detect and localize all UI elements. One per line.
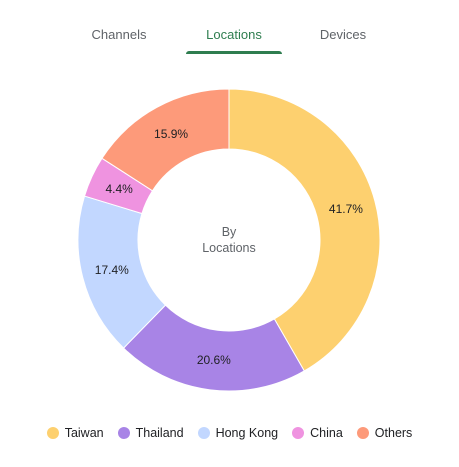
legend-swatch [197, 427, 210, 439]
tab-bar: Channels Locations Devices [0, 0, 459, 56]
tab-underline [186, 51, 282, 54]
legend-item-thailand[interactable]: Thailand [117, 426, 184, 440]
slice-label-thailand: 20.6% [197, 353, 231, 367]
tab-devices-label: Devices [319, 27, 367, 42]
tab-locations[interactable]: Locations [186, 26, 282, 56]
donut-slice-labels: 41.7% 20.6% 17.4% 4.4% 15.9% [95, 127, 363, 367]
center-label-line2: Locations [202, 241, 256, 255]
legend-swatch [356, 427, 369, 439]
legend-label: Others [374, 426, 413, 440]
donut-slices [77, 88, 381, 392]
slice-label-hong-kong: 17.4% [95, 263, 129, 277]
legend-label: China [310, 426, 343, 440]
slice-others[interactable] [101, 88, 230, 192]
legend-swatch [292, 427, 305, 439]
slice-label-taiwan: 41.7% [329, 202, 363, 216]
legend-label: Taiwan [64, 426, 104, 440]
legend-label: Hong Kong [215, 426, 279, 440]
tab-locations-label: Locations [206, 27, 262, 42]
tab-channels-label: Channels [91, 27, 147, 42]
slice-taiwan[interactable] [228, 88, 381, 372]
chart-legend: Taiwan Thailand Hong Kong China Others [0, 422, 459, 444]
tab-channels[interactable]: Channels [71, 26, 167, 56]
legend-swatch [117, 427, 130, 439]
slice-label-china: 4.4% [106, 182, 134, 196]
legend-swatch [46, 427, 59, 439]
legend-item-others[interactable]: Others [356, 426, 413, 440]
tab-devices[interactable]: Devices [295, 26, 391, 56]
slice-thailand[interactable] [122, 304, 305, 392]
legend-label: Thailand [135, 426, 184, 440]
legend-item-china[interactable]: China [292, 426, 343, 440]
legend-item-hong-kong[interactable]: Hong Kong [197, 426, 279, 440]
center-label-line1: By [222, 225, 237, 239]
slice-label-others: 15.9% [154, 127, 188, 141]
legend-item-taiwan[interactable]: Taiwan [46, 426, 104, 440]
